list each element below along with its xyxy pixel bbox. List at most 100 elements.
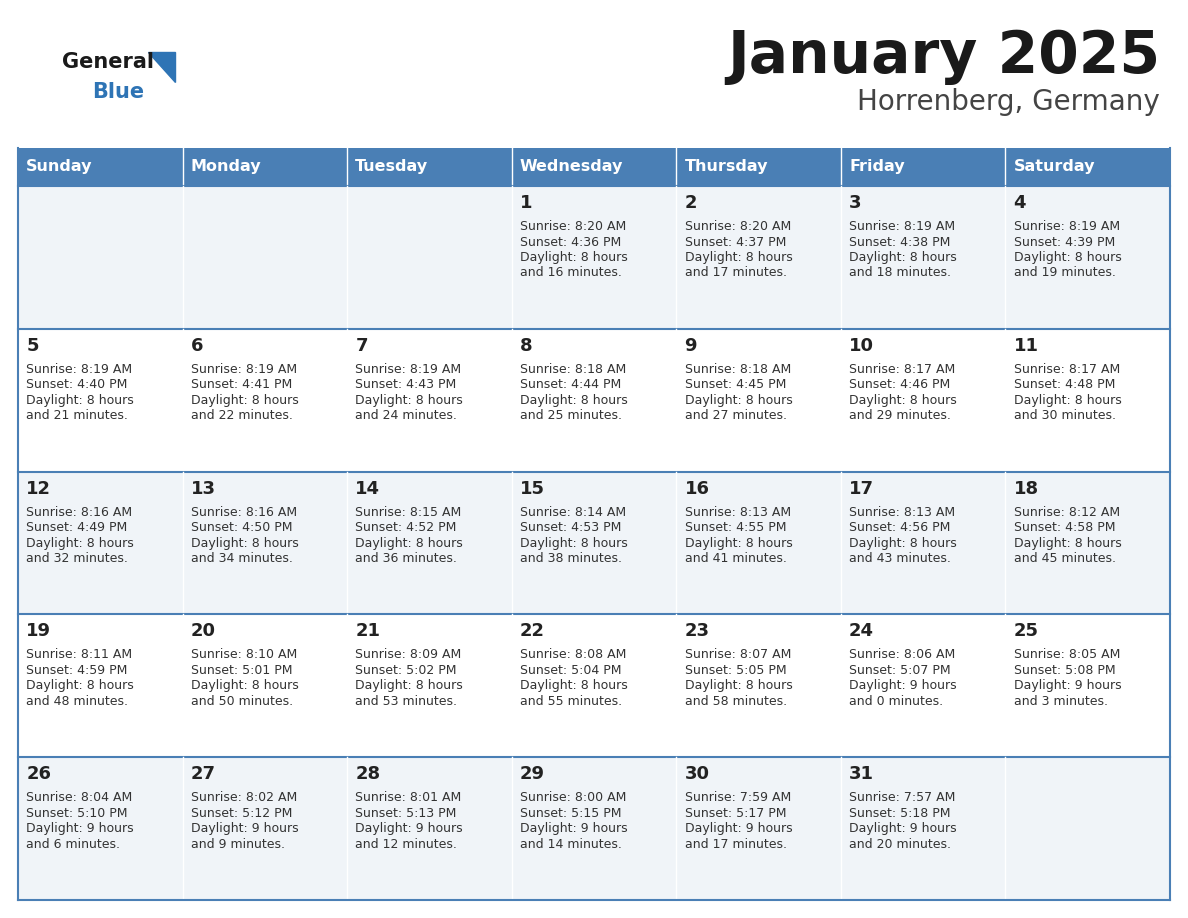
Text: Sunset: 4:43 PM: Sunset: 4:43 PM bbox=[355, 378, 456, 391]
Text: January 2025: January 2025 bbox=[727, 28, 1159, 85]
Text: 12: 12 bbox=[26, 479, 51, 498]
Text: and 38 minutes.: and 38 minutes. bbox=[520, 552, 623, 565]
Text: Daylight: 8 hours: Daylight: 8 hours bbox=[849, 394, 956, 407]
Text: Sunset: 4:48 PM: Sunset: 4:48 PM bbox=[1013, 378, 1116, 391]
Text: Horrenberg, Germany: Horrenberg, Germany bbox=[858, 88, 1159, 116]
Bar bbox=[1005, 148, 1170, 186]
Bar bbox=[676, 472, 841, 614]
Text: Sunrise: 8:09 AM: Sunrise: 8:09 AM bbox=[355, 648, 462, 661]
Bar bbox=[512, 148, 676, 186]
Text: and 24 minutes.: and 24 minutes. bbox=[355, 409, 457, 422]
Text: Sunrise: 8:17 AM: Sunrise: 8:17 AM bbox=[1013, 363, 1120, 375]
Bar bbox=[1005, 329, 1170, 472]
Text: and 20 minutes.: and 20 minutes. bbox=[849, 838, 952, 851]
Text: and 32 minutes.: and 32 minutes. bbox=[26, 552, 128, 565]
Text: Daylight: 8 hours: Daylight: 8 hours bbox=[849, 537, 956, 550]
Text: General: General bbox=[62, 52, 154, 72]
Bar bbox=[676, 614, 841, 757]
Text: Sunset: 4:40 PM: Sunset: 4:40 PM bbox=[26, 378, 127, 391]
Text: and 3 minutes.: and 3 minutes. bbox=[1013, 695, 1107, 708]
Text: Sunset: 5:18 PM: Sunset: 5:18 PM bbox=[849, 807, 950, 820]
Text: 17: 17 bbox=[849, 479, 874, 498]
Text: Sunrise: 8:19 AM: Sunrise: 8:19 AM bbox=[355, 363, 461, 375]
Text: Sunrise: 8:20 AM: Sunrise: 8:20 AM bbox=[684, 220, 791, 233]
Text: Daylight: 8 hours: Daylight: 8 hours bbox=[684, 394, 792, 407]
Text: Sunset: 4:50 PM: Sunset: 4:50 PM bbox=[191, 521, 292, 534]
Text: Sunrise: 8:18 AM: Sunrise: 8:18 AM bbox=[684, 363, 791, 375]
Text: Sunrise: 8:13 AM: Sunrise: 8:13 AM bbox=[849, 506, 955, 519]
Text: and 17 minutes.: and 17 minutes. bbox=[684, 266, 786, 279]
Text: Daylight: 8 hours: Daylight: 8 hours bbox=[1013, 537, 1121, 550]
Text: Daylight: 8 hours: Daylight: 8 hours bbox=[849, 251, 956, 264]
Text: Sunset: 4:36 PM: Sunset: 4:36 PM bbox=[520, 236, 621, 249]
Text: and 41 minutes.: and 41 minutes. bbox=[684, 552, 786, 565]
Text: Sunrise: 8:19 AM: Sunrise: 8:19 AM bbox=[191, 363, 297, 375]
Text: 25: 25 bbox=[1013, 622, 1038, 641]
Text: Sunrise: 8:02 AM: Sunrise: 8:02 AM bbox=[191, 791, 297, 804]
Text: and 6 minutes.: and 6 minutes. bbox=[26, 838, 120, 851]
Text: Daylight: 8 hours: Daylight: 8 hours bbox=[355, 537, 463, 550]
Text: 26: 26 bbox=[26, 766, 51, 783]
Text: and 29 minutes.: and 29 minutes. bbox=[849, 409, 950, 422]
Text: and 27 minutes.: and 27 minutes. bbox=[684, 409, 786, 422]
Text: Daylight: 8 hours: Daylight: 8 hours bbox=[520, 537, 627, 550]
Text: and 12 minutes.: and 12 minutes. bbox=[355, 838, 457, 851]
Text: Sunrise: 8:06 AM: Sunrise: 8:06 AM bbox=[849, 648, 955, 661]
Text: Daylight: 8 hours: Daylight: 8 hours bbox=[26, 537, 134, 550]
Text: 6: 6 bbox=[191, 337, 203, 354]
Bar bbox=[183, 186, 347, 329]
Text: Sunrise: 8:17 AM: Sunrise: 8:17 AM bbox=[849, 363, 955, 375]
Text: 31: 31 bbox=[849, 766, 874, 783]
Text: Sunset: 4:46 PM: Sunset: 4:46 PM bbox=[849, 378, 950, 391]
Text: Friday: Friday bbox=[849, 160, 905, 174]
Bar bbox=[512, 614, 676, 757]
Text: Sunrise: 8:11 AM: Sunrise: 8:11 AM bbox=[26, 648, 132, 661]
Bar bbox=[347, 148, 512, 186]
Text: Sunrise: 8:20 AM: Sunrise: 8:20 AM bbox=[520, 220, 626, 233]
Text: Daylight: 9 hours: Daylight: 9 hours bbox=[849, 679, 956, 692]
Text: and 58 minutes.: and 58 minutes. bbox=[684, 695, 786, 708]
Text: and 9 minutes.: and 9 minutes. bbox=[191, 838, 285, 851]
Text: and 50 minutes.: and 50 minutes. bbox=[191, 695, 293, 708]
Text: Sunset: 5:05 PM: Sunset: 5:05 PM bbox=[684, 664, 786, 677]
Text: 10: 10 bbox=[849, 337, 874, 354]
Text: Daylight: 8 hours: Daylight: 8 hours bbox=[26, 394, 134, 407]
Bar bbox=[18, 329, 183, 472]
Bar bbox=[347, 757, 512, 900]
Bar bbox=[512, 186, 676, 329]
Text: Sunrise: 8:13 AM: Sunrise: 8:13 AM bbox=[684, 506, 791, 519]
Text: Daylight: 8 hours: Daylight: 8 hours bbox=[191, 394, 298, 407]
Bar bbox=[841, 472, 1005, 614]
Text: Monday: Monday bbox=[191, 160, 261, 174]
Bar bbox=[1005, 186, 1170, 329]
Text: and 43 minutes.: and 43 minutes. bbox=[849, 552, 950, 565]
Text: Daylight: 8 hours: Daylight: 8 hours bbox=[1013, 251, 1121, 264]
Text: Daylight: 8 hours: Daylight: 8 hours bbox=[191, 679, 298, 692]
Text: Sunset: 4:39 PM: Sunset: 4:39 PM bbox=[1013, 236, 1114, 249]
Text: Tuesday: Tuesday bbox=[355, 160, 429, 174]
Bar bbox=[1005, 614, 1170, 757]
Text: 23: 23 bbox=[684, 622, 709, 641]
Text: Sunset: 4:38 PM: Sunset: 4:38 PM bbox=[849, 236, 950, 249]
Text: Sunset: 5:07 PM: Sunset: 5:07 PM bbox=[849, 664, 950, 677]
Text: and 16 minutes.: and 16 minutes. bbox=[520, 266, 621, 279]
Bar bbox=[18, 614, 183, 757]
Text: Sunrise: 8:00 AM: Sunrise: 8:00 AM bbox=[520, 791, 626, 804]
Polygon shape bbox=[148, 52, 175, 82]
Text: Sunset: 4:56 PM: Sunset: 4:56 PM bbox=[849, 521, 950, 534]
Text: Sunset: 4:55 PM: Sunset: 4:55 PM bbox=[684, 521, 786, 534]
Text: and 19 minutes.: and 19 minutes. bbox=[1013, 266, 1116, 279]
Text: Sunrise: 8:18 AM: Sunrise: 8:18 AM bbox=[520, 363, 626, 375]
Bar bbox=[676, 186, 841, 329]
Text: 8: 8 bbox=[520, 337, 532, 354]
Text: Daylight: 8 hours: Daylight: 8 hours bbox=[684, 537, 792, 550]
Text: Daylight: 8 hours: Daylight: 8 hours bbox=[520, 251, 627, 264]
Text: Daylight: 9 hours: Daylight: 9 hours bbox=[849, 823, 956, 835]
Text: Daylight: 9 hours: Daylight: 9 hours bbox=[355, 823, 463, 835]
Text: 14: 14 bbox=[355, 479, 380, 498]
Text: 29: 29 bbox=[520, 766, 545, 783]
Text: 21: 21 bbox=[355, 622, 380, 641]
Text: Sunrise: 8:10 AM: Sunrise: 8:10 AM bbox=[191, 648, 297, 661]
Bar bbox=[183, 614, 347, 757]
Text: Daylight: 9 hours: Daylight: 9 hours bbox=[1013, 679, 1121, 692]
